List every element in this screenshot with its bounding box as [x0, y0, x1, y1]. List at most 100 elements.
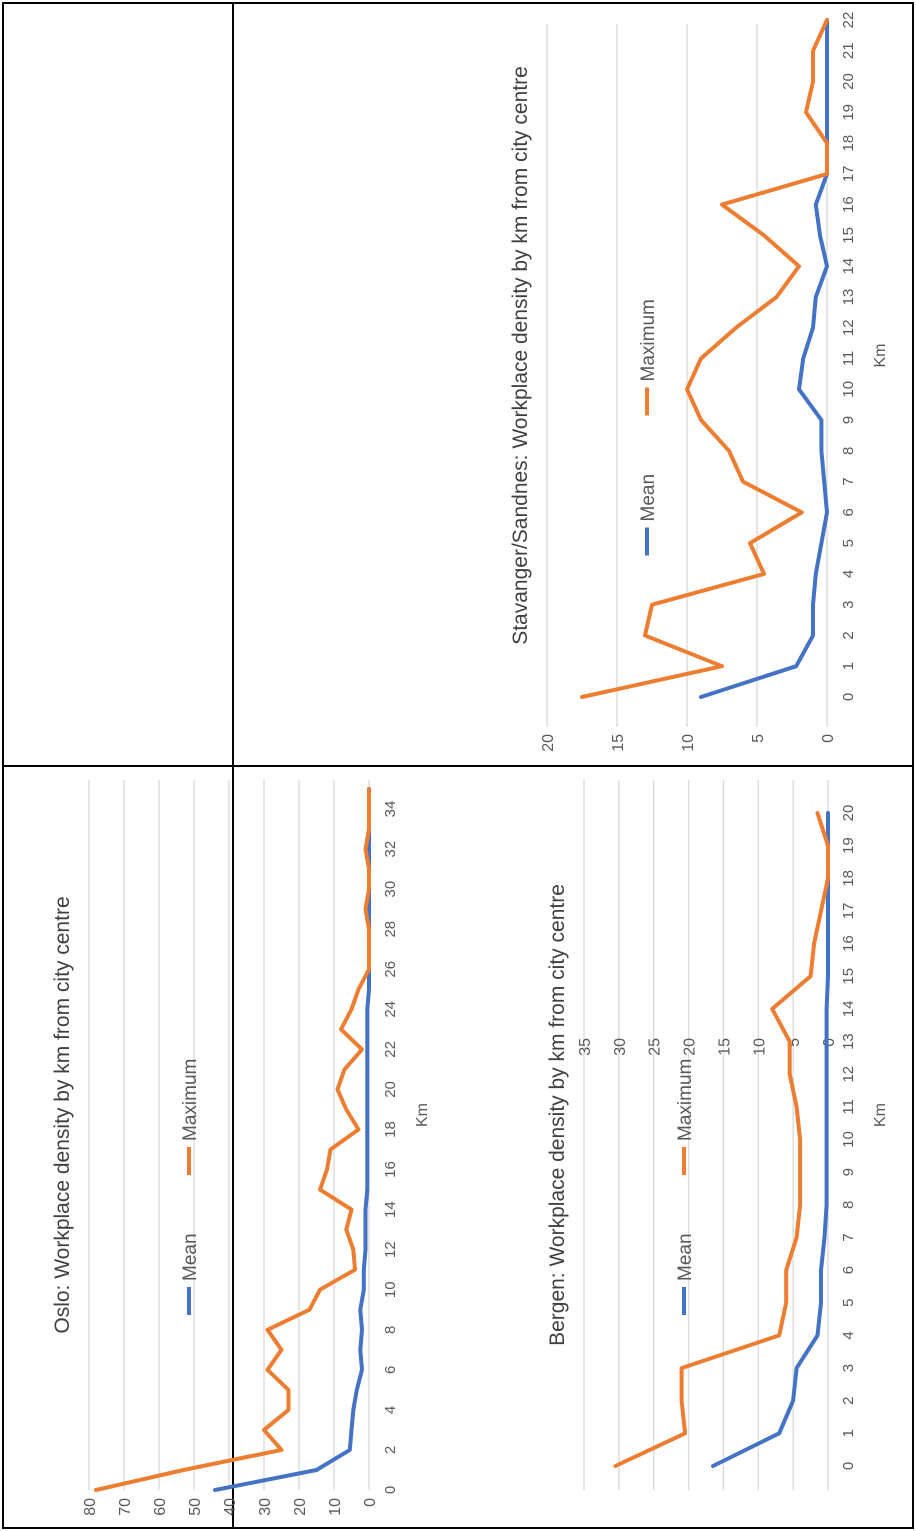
chart-title: Oslo: Workplace density by km from city … — [51, 896, 74, 1333]
x-tick-label: 11 — [840, 351, 857, 367]
series-mean-line — [711, 811, 830, 1468]
gridlines — [88, 780, 370, 1490]
x-tick-label: 21 — [840, 42, 857, 59]
y-tick-label: 10 — [680, 734, 697, 752]
y-tick-label: 0 — [821, 1038, 838, 1047]
x-tick-label: 6 — [382, 1366, 399, 1374]
y-tick-label: 10 — [751, 1038, 768, 1056]
y-tick-label: 20 — [292, 1498, 309, 1516]
x-tick-label: 7 — [840, 477, 857, 485]
x-tick-label: 16 — [840, 935, 857, 952]
legend-label-mean: Mean — [638, 474, 659, 522]
x-tick-label: 10 — [840, 1131, 857, 1148]
series-mean-line — [213, 787, 371, 1492]
x-axis-label: Km — [872, 344, 889, 368]
x-tick-label: 1 — [840, 662, 857, 670]
x-tick-label: 8 — [840, 447, 857, 455]
y-tick-label: 80 — [82, 1498, 99, 1516]
x-tick-label: 13 — [840, 1033, 857, 1050]
y-tick-labels: 0 5 10 15 20 25 30 35 — [577, 1038, 838, 1056]
series-mean-line — [699, 18, 829, 699]
series-lines — [613, 811, 830, 1468]
series-lines — [94, 787, 371, 1492]
legend: Mean Maximum — [638, 299, 659, 556]
x-tick-label: 18 — [840, 870, 857, 887]
y-tick-label: 30 — [257, 1498, 274, 1516]
x-tick-label: 0 — [382, 1486, 399, 1494]
y-tick-labels: 0 10 20 30 40 50 60 70 80 — [82, 1498, 379, 1516]
x-tick-label: 14 — [840, 258, 857, 275]
y-tick-label: 20 — [540, 734, 557, 752]
gridlines — [583, 780, 829, 1490]
x-tick-label: 9 — [840, 416, 857, 424]
x-tick-label: 12 — [840, 319, 857, 336]
legend: Mean Maximum — [180, 1059, 201, 1315]
x-tick-label: 12 — [840, 1066, 857, 1083]
x-tick-label: 0 — [840, 693, 857, 701]
y-tick-label: 60 — [152, 1498, 169, 1516]
x-tick-label: 2 — [840, 1397, 857, 1405]
y-tick-label: 0 — [820, 734, 837, 743]
x-tick-label: 11 — [840, 1099, 857, 1115]
chart-stavanger: 0510152001234567891011121314151617181920… — [509, 12, 889, 752]
x-tick-label: 30 — [382, 881, 399, 898]
chart-title-line: Oslo: Workplace density by km from city … — [51, 896, 74, 1333]
x-tick-label: 24 — [382, 1001, 399, 1018]
x-tick-label: 13 — [840, 289, 857, 306]
x-tick-label: 6 — [840, 508, 857, 516]
y-tick-label: 40 — [222, 1498, 239, 1516]
x-tick-label: 26 — [382, 961, 399, 978]
x-tick-label: 6 — [840, 1266, 857, 1274]
legend: Mean Maximum — [675, 1059, 696, 1315]
x-tick-label: 12 — [382, 1241, 399, 1258]
x-tick-label: 3 — [840, 1364, 857, 1372]
y-tick-labels: 0 5 10 15 20 — [540, 734, 837, 752]
x-tick-label: 10 — [382, 1281, 399, 1298]
x-tick-label: 20 — [840, 73, 857, 90]
x-tick-label: 2 — [840, 631, 857, 639]
y-tick-label: 5 — [750, 734, 767, 743]
y-tick-label: 0 — [362, 1498, 379, 1507]
x-tick-label: 28 — [382, 921, 399, 938]
y-tick-label: 50 — [187, 1498, 204, 1516]
x-tick-label: 18 — [840, 135, 857, 152]
x-tick-label: 20 — [840, 805, 857, 822]
x-tick-label: 7 — [840, 1233, 857, 1241]
y-tick-label: 15 — [716, 1038, 733, 1056]
chart-title-line: Stavanger/Sandnes: Workplace density by … — [509, 66, 532, 645]
legend-label-maximum: Maximum — [180, 1059, 201, 1141]
series-maximum-line — [94, 787, 371, 1492]
x-axis-label: Km — [872, 1103, 889, 1127]
x-tick-label: 14 — [382, 1201, 399, 1218]
x-tick-label: 5 — [840, 539, 857, 547]
x-tick-label: 20 — [382, 1081, 399, 1098]
x-tick-label: 1 — [840, 1429, 857, 1437]
x-tick-label: 32 — [382, 841, 399, 858]
x-tick-label: 8 — [382, 1326, 399, 1334]
chart-oslo: 0102030405060708002468101214161820222426… — [51, 780, 431, 1516]
x-tick-label: 2 — [382, 1446, 399, 1454]
x-tick-label: 8 — [840, 1201, 857, 1209]
x-tick-label: 15 — [840, 968, 857, 985]
y-tick-label: 35 — [577, 1038, 594, 1056]
y-tick-label: 5 — [786, 1038, 803, 1047]
y-tick-label: 70 — [117, 1498, 134, 1516]
legend-label-maximum: Maximum — [638, 299, 659, 381]
x-tick-label: 16 — [382, 1161, 399, 1178]
x-tick-label: 4 — [840, 1331, 857, 1339]
x-tick-label: 16 — [840, 196, 857, 213]
x-tick-label: 10 — [840, 381, 857, 398]
x-tick-label: 5 — [840, 1299, 857, 1307]
x-tick-label: 9 — [840, 1168, 857, 1176]
x-tick-label: 15 — [840, 227, 857, 244]
x-tick-label: 19 — [840, 837, 857, 854]
chart-bergen: 0510152025303501234567891011121314151617… — [546, 780, 889, 1490]
x-tick-label: 4 — [840, 570, 857, 578]
x-tick-label: 17 — [840, 903, 857, 920]
gridlines — [546, 24, 828, 727]
legend-label-mean: Mean — [675, 1233, 696, 1281]
